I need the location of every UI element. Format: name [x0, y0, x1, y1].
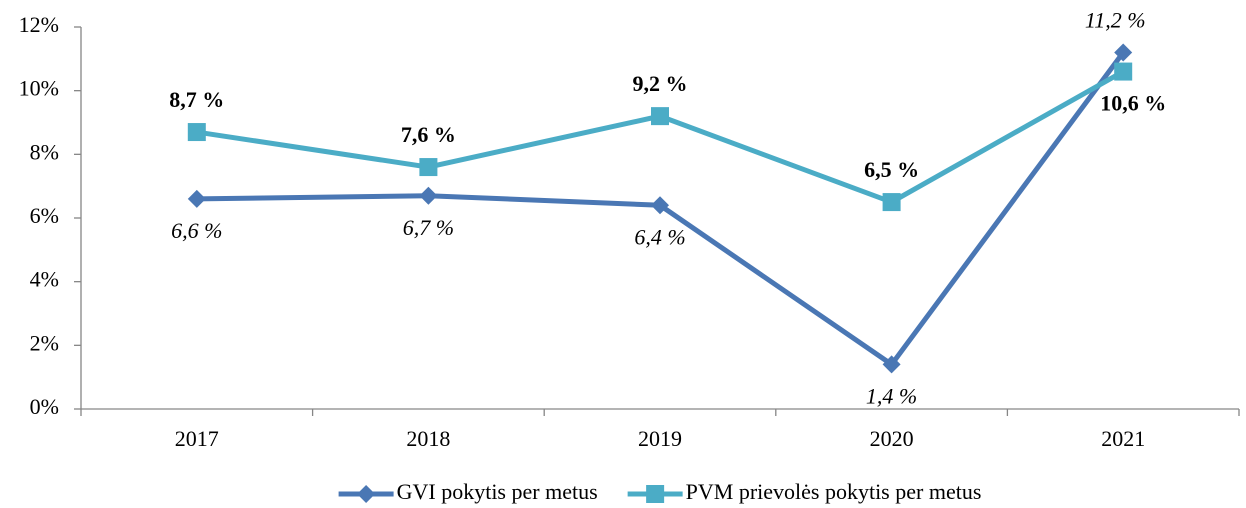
marker: [187, 189, 206, 208]
marker: [357, 485, 376, 503]
series: [187, 43, 1133, 374]
data-label: 6,7 %: [403, 215, 454, 240]
data-label: 6,6 %: [171, 218, 222, 243]
marker: [419, 186, 438, 205]
data-label: 1,4 %: [866, 383, 917, 408]
y-tick-label: 12%: [19, 12, 59, 37]
legend-label: PVM prievolės pokytis per metus: [686, 479, 982, 504]
data-label: 11,2 %: [1085, 8, 1146, 33]
marker: [419, 158, 438, 177]
x-tick-label: 2020: [870, 426, 914, 451]
marker: [882, 355, 901, 374]
data-label: 6,5 %: [864, 157, 919, 182]
marker: [651, 107, 669, 126]
legend-label: GVI pokytis per metus: [397, 479, 598, 504]
y-tick-label: 2%: [30, 330, 59, 355]
y-tick-label: 8%: [30, 139, 59, 164]
marker: [1114, 62, 1133, 81]
legend: GVI pokytis per metus PVM prievolės pokyt…: [338, 479, 982, 504]
x-tick-label: 2019: [638, 426, 682, 451]
data-label: 7,6 %: [401, 122, 456, 147]
marker: [1114, 43, 1133, 62]
y-tick-label: 6%: [30, 203, 59, 228]
marker: [646, 485, 665, 503]
data-label: 8,7 %: [169, 87, 224, 112]
y-tick-label: 0%: [30, 394, 59, 419]
x-tick-label: 2021: [1101, 426, 1145, 451]
data-label: 9,2 %: [633, 71, 688, 96]
y-tick-label: 10%: [19, 76, 59, 101]
data-label: 10,6 %: [1100, 91, 1166, 116]
marker: [882, 193, 901, 212]
x-tick-label: 2017: [175, 426, 219, 451]
data-label: 6,4 %: [634, 224, 685, 249]
x-tick-label: 2018: [406, 426, 450, 451]
marker: [651, 196, 669, 215]
marker: [187, 123, 206, 142]
series: [187, 62, 1133, 212]
y-tick-label: 4%: [30, 267, 59, 292]
